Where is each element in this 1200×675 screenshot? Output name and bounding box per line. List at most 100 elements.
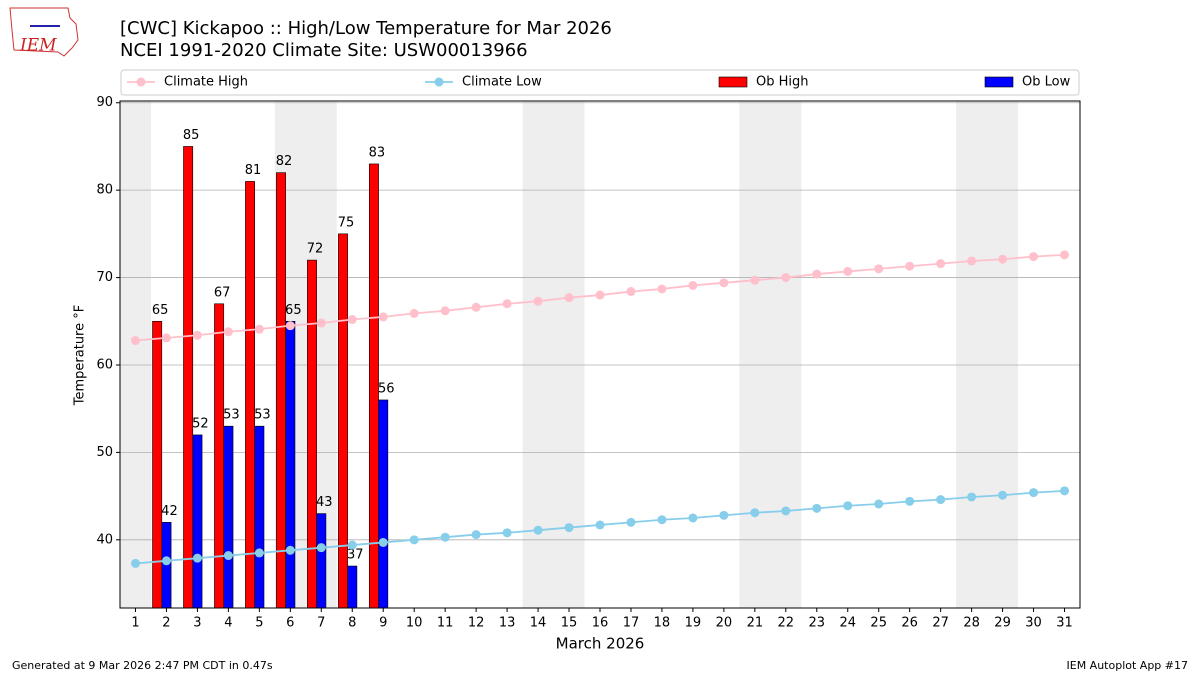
chart-subtitle: NCEI 1991-2020 Climate Site: USW00013966 — [120, 40, 528, 61]
bar — [214, 303, 225, 609]
x-tick-label: 14 — [530, 616, 547, 631]
point — [719, 278, 729, 288]
point — [657, 284, 667, 294]
bar — [276, 172, 286, 609]
data-label: 75 — [338, 215, 355, 230]
point — [998, 490, 1008, 500]
data-label: 53 — [254, 408, 271, 423]
point — [843, 266, 853, 276]
legend-box — [120, 69, 1080, 96]
x-tick-label: 31 — [1056, 616, 1073, 631]
point — [254, 548, 264, 558]
bar — [316, 513, 327, 609]
bar — [152, 320, 163, 609]
data-label: 85 — [183, 128, 200, 143]
footer-left: Generated at 9 Mar 2026 2:47 PM CDT in 0… — [12, 659, 273, 672]
point — [781, 273, 791, 283]
y-tick-label: 70 — [96, 270, 113, 285]
x-tick-label: 25 — [870, 616, 887, 631]
weekend-band — [120, 101, 151, 608]
legend-marker — [136, 77, 146, 87]
point — [192, 330, 202, 340]
data-label: 82 — [276, 154, 293, 169]
point — [192, 553, 202, 563]
point — [626, 287, 636, 297]
point — [347, 540, 357, 550]
point — [750, 508, 760, 518]
point — [1060, 250, 1070, 260]
point — [502, 528, 512, 538]
logo-text: IEM — [19, 36, 57, 56]
x-tick-label: 21 — [747, 616, 764, 631]
x-tick-label: 6 — [286, 616, 294, 631]
point — [657, 515, 667, 525]
point — [161, 333, 171, 343]
point — [967, 492, 977, 502]
point — [843, 501, 853, 511]
point — [502, 299, 512, 309]
x-tick-label: 17 — [623, 616, 640, 631]
point — [347, 315, 357, 325]
point — [254, 324, 264, 334]
x-tick-label: 23 — [809, 616, 826, 631]
point — [967, 256, 977, 266]
y-tick-label: 90 — [96, 95, 113, 110]
chart-title: [CWC] Kickapoo :: High/Low Temperature f… — [120, 18, 612, 39]
data-label: 56 — [378, 381, 395, 396]
point — [223, 327, 233, 337]
legend-marker — [434, 77, 444, 87]
bar — [254, 425, 265, 609]
point — [223, 551, 233, 561]
point — [1029, 252, 1039, 262]
point — [471, 302, 481, 312]
x-tick-label: 20 — [716, 616, 733, 631]
point — [719, 510, 729, 520]
x-tick-label: 30 — [1025, 616, 1042, 631]
legend-swatch — [984, 76, 1014, 88]
x-tick-label: 4 — [224, 616, 232, 631]
legend-label: Ob High — [756, 75, 809, 90]
bar — [183, 146, 194, 609]
x-axis-label: March 2026 — [556, 635, 645, 653]
point — [874, 499, 884, 509]
x-tick-label: 2 — [162, 616, 170, 631]
x-tick-label: 19 — [685, 616, 702, 631]
point — [285, 545, 295, 555]
bar — [285, 320, 296, 609]
point — [440, 306, 450, 316]
x-tick-label: 1 — [131, 616, 139, 631]
data-label: 81 — [245, 163, 262, 178]
y-tick-label: 80 — [96, 183, 113, 198]
data-label: 42 — [161, 504, 178, 519]
x-tick-label: 29 — [994, 616, 1011, 631]
legend-label: Climate High — [164, 75, 248, 90]
point — [409, 308, 419, 318]
y-axis-label: Temperature °F — [73, 305, 88, 406]
data-label: 67 — [214, 285, 231, 300]
footer-right: IEM Autoplot App #17 — [1067, 659, 1189, 672]
point — [1029, 488, 1039, 498]
plot-frame — [119, 100, 1081, 609]
point — [688, 513, 698, 523]
point — [130, 558, 140, 568]
bar — [245, 181, 256, 609]
point — [905, 261, 915, 271]
x-tick-label: 9 — [379, 616, 387, 631]
weekend-band — [956, 101, 1019, 608]
data-label: 52 — [192, 416, 209, 431]
x-tick-label: 26 — [901, 616, 918, 631]
point — [564, 523, 574, 533]
data-label: 65 — [285, 303, 302, 318]
point — [750, 275, 760, 285]
point — [378, 312, 388, 322]
x-tick-label: 8 — [348, 616, 356, 631]
data-label: 37 — [347, 548, 364, 563]
point — [595, 520, 605, 530]
point — [812, 503, 822, 513]
point — [812, 269, 822, 279]
point — [161, 556, 171, 566]
point — [564, 293, 574, 303]
point — [409, 535, 419, 545]
data-label: 43 — [316, 495, 333, 510]
x-tick-label: 3 — [193, 616, 201, 631]
